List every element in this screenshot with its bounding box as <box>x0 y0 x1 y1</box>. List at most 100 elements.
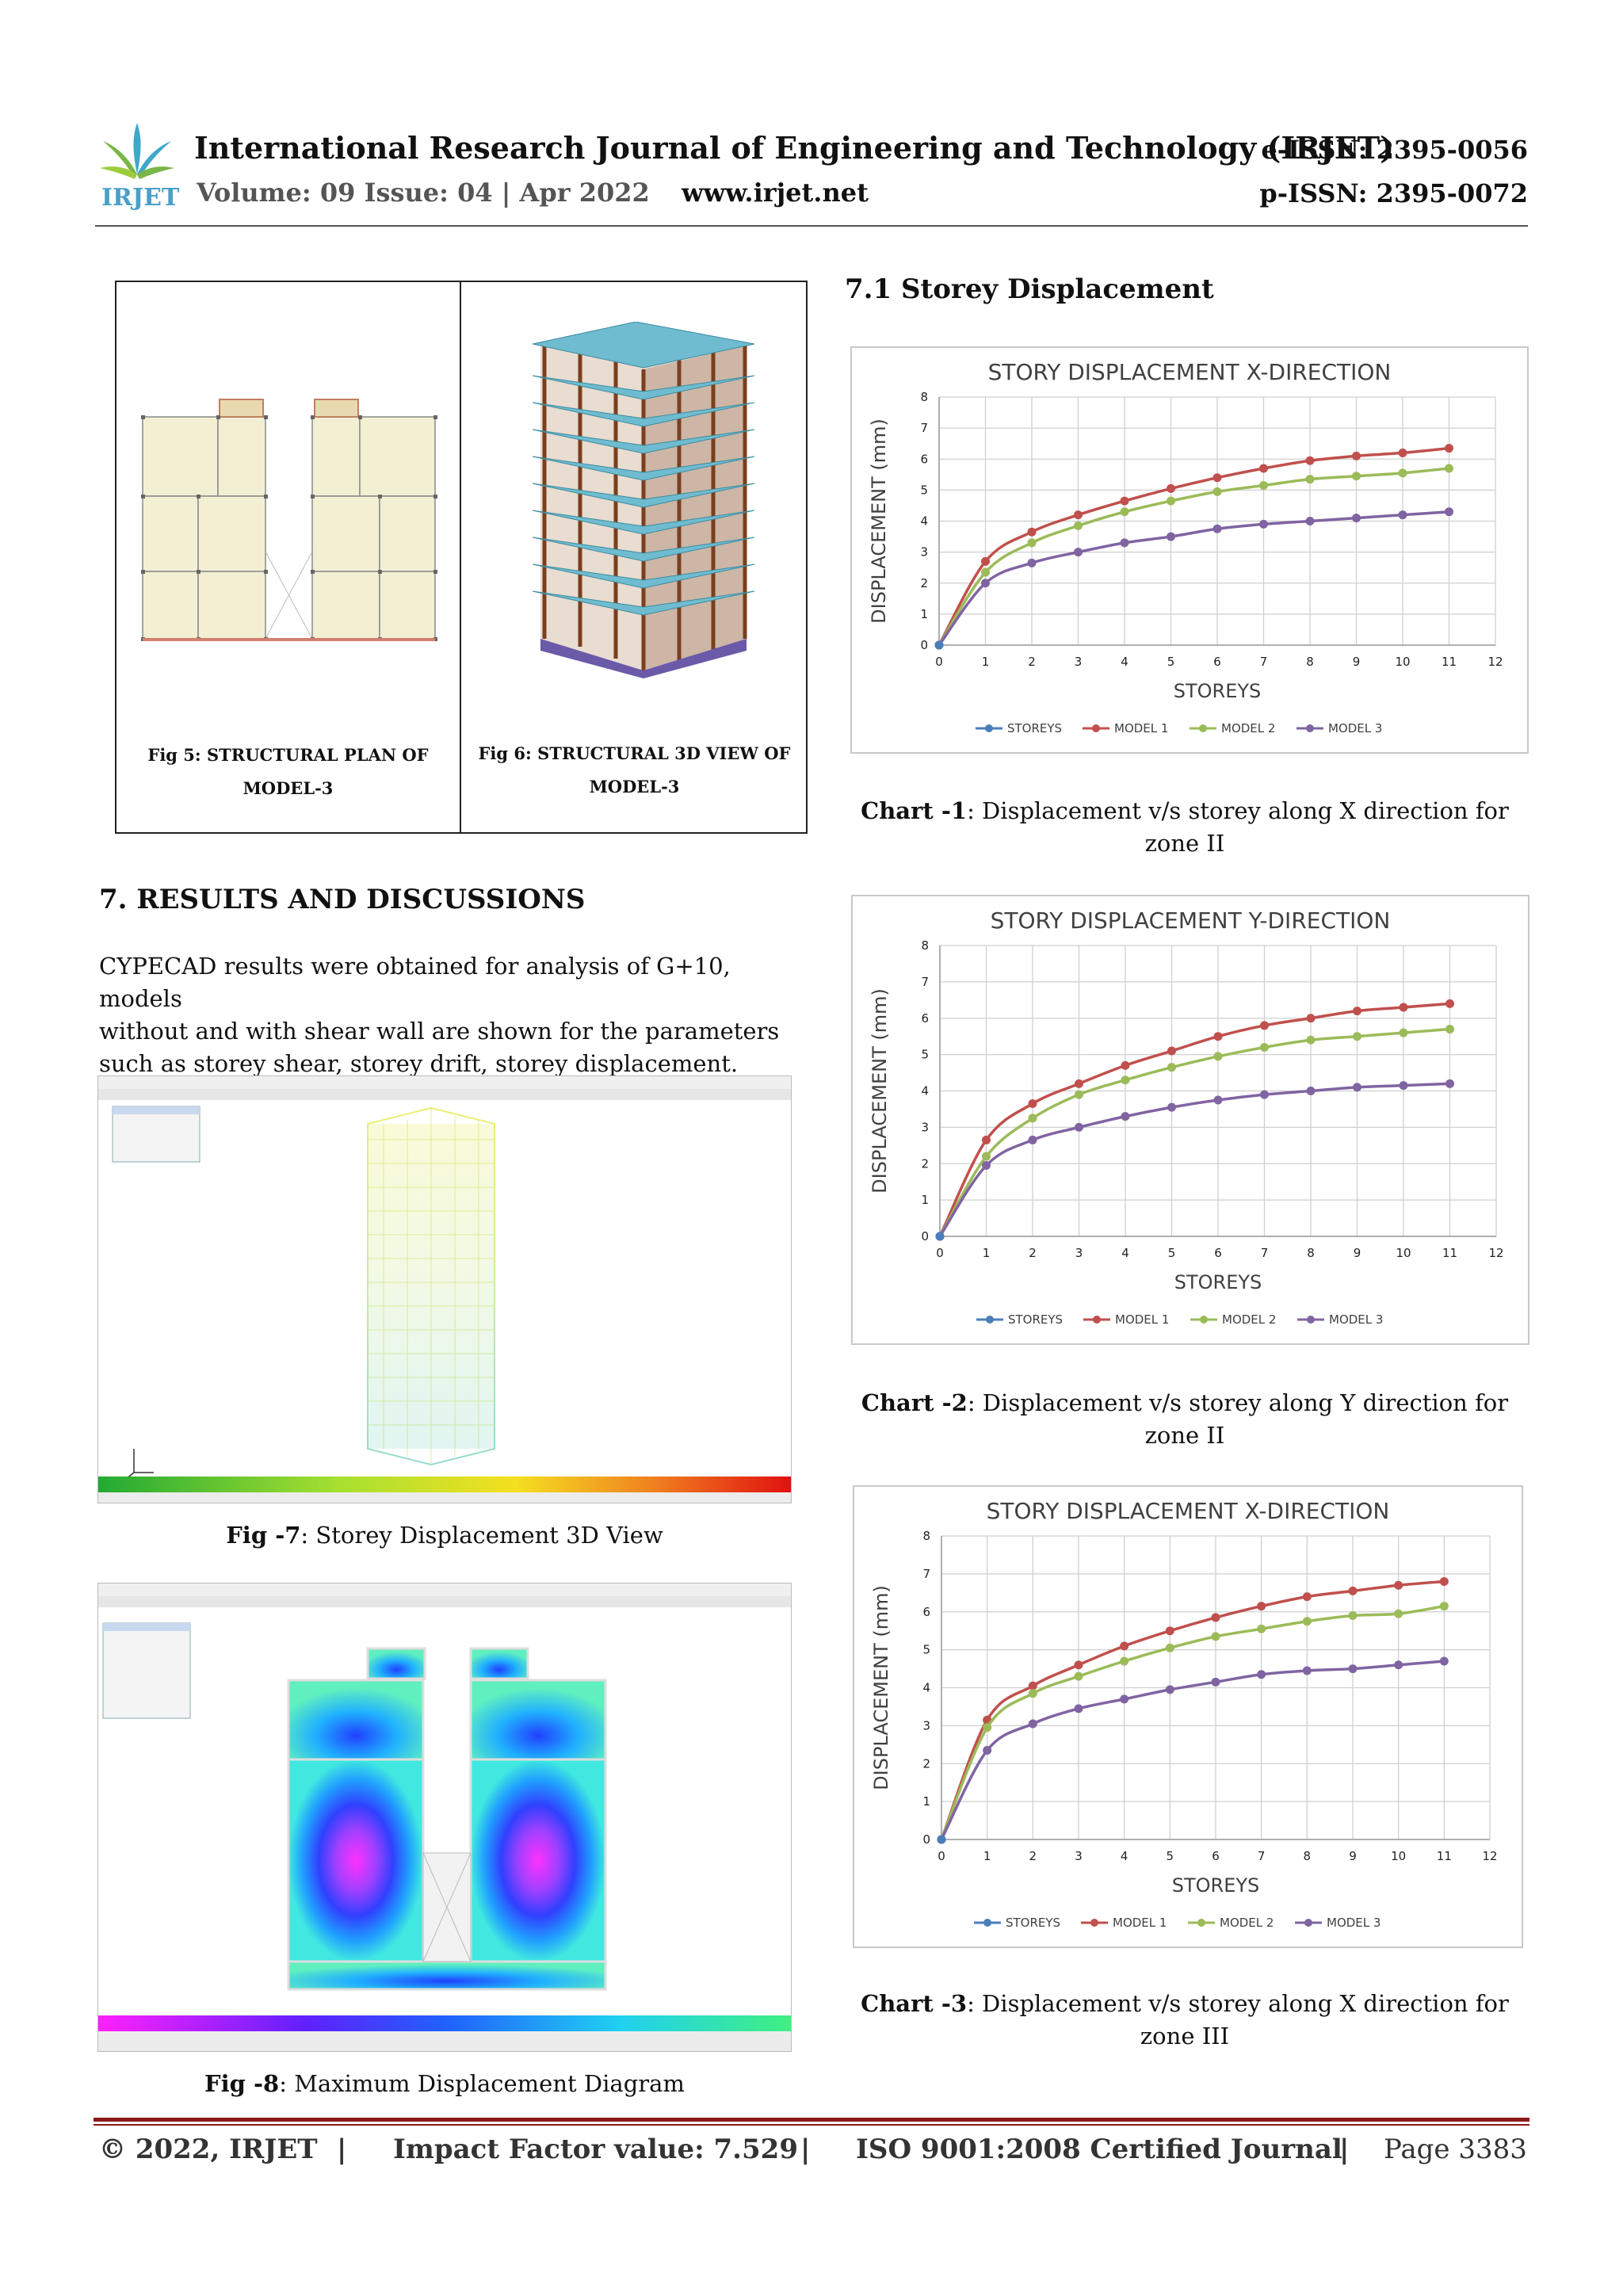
chart-1: STORY DISPLACEMENT X-DIRECTION 0 1 2 3 4 5 6 7 8 0… <box>850 346 1529 754</box>
data-point-model-1 <box>1439 1576 1449 1586</box>
series-line-model-3 <box>938 510 1449 647</box>
data-point-model-2 <box>1257 1624 1266 1633</box>
data-point-model-1 <box>1348 1586 1358 1595</box>
chart-title: STORY DISPLACEMENT Y-DIRECTION <box>991 907 1391 934</box>
chart-3: STORY DISPLACEMENT X-DIRECTION 0 1 2 3 4 5 6 7 8 0… <box>853 1485 1523 1948</box>
fig7-text: : Storey Displacement 3D View <box>300 1522 663 1549</box>
data-point-model-1 <box>982 1135 991 1144</box>
data-point-model-1 <box>1165 1626 1174 1636</box>
x-tick-label: 12 <box>1488 1246 1503 1260</box>
data-point-model-3 <box>1121 1112 1130 1121</box>
x-tick-label: 3 <box>1075 1246 1083 1260</box>
data-point-model-1 <box>1075 1079 1083 1088</box>
data-point-model-3 <box>1028 1719 1037 1729</box>
chart-2-caption-line1: : Displacement v/s storey along Y direct… <box>967 1389 1509 1416</box>
data-point-model-3 <box>1167 1102 1176 1112</box>
figure-table: Fig 5: STRUCTURAL PLAN OF MODEL-3 <box>115 281 808 834</box>
data-point-model-3 <box>983 1745 992 1755</box>
data-point-model-2 <box>981 567 990 577</box>
data-point-model-2 <box>1212 487 1222 496</box>
legend-label: MODEL 3 <box>1327 1916 1381 1930</box>
data-point-model-3 <box>1074 548 1083 557</box>
data-point-model-1 <box>1305 456 1315 465</box>
data-point-model-3 <box>1399 1081 1408 1091</box>
y-tick-label: 1 <box>920 607 928 621</box>
chart-2: STORY DISPLACEMENT Y-DIRECTION 0 1 2 3 4 5 6 7 8 0… <box>851 895 1529 1345</box>
legend-marker <box>1306 724 1314 732</box>
y-tick-label: 7 <box>920 421 928 435</box>
data-point-model-2 <box>1439 1602 1449 1611</box>
volume-issue: Volume: 09 Issue: 04 | Apr 2022 <box>197 178 650 208</box>
x-tick-label: 6 <box>1213 655 1221 669</box>
logo-graphic <box>100 123 174 179</box>
y-tick-label: 4 <box>920 514 928 529</box>
data-point-model-2 <box>1165 1643 1174 1652</box>
data-point-model-2 <box>982 1152 991 1161</box>
data-point-model-2 <box>1352 472 1361 481</box>
legend-marker <box>1304 1919 1312 1927</box>
legend-label: MODEL 3 <box>1329 1312 1383 1327</box>
legend-marker <box>1199 724 1207 732</box>
data-point-model-3 <box>1302 1666 1312 1675</box>
legend-marker <box>983 1919 991 1927</box>
x-tick-label: 12 <box>1482 1849 1497 1863</box>
fig6-caption-line1: Fig 6: STRUCTURAL 3D VIEW OF <box>478 743 791 763</box>
data-point-model-2 <box>1394 1609 1403 1618</box>
legend-label: STOREYS <box>1007 721 1062 735</box>
chart-1-caption-line2: zone II <box>1144 830 1225 857</box>
data-point-model-2 <box>1074 521 1083 530</box>
data-point-model-3 <box>1257 1670 1266 1679</box>
y-tick-label: 8 <box>922 1529 930 1543</box>
data-point-storeys <box>937 1835 946 1844</box>
x-tick-label: 11 <box>1437 1849 1452 1863</box>
x-tick-label: 1 <box>983 1246 991 1260</box>
x-axis-label: STOREYS <box>1174 1271 1262 1293</box>
website-link[interactable]: www.irjet.net <box>682 178 869 208</box>
data-point-model-3 <box>1028 1135 1037 1144</box>
y-tick-label: 2 <box>920 576 928 590</box>
data-point-model-2 <box>1213 1052 1223 1061</box>
data-point-model-1 <box>1394 1580 1403 1590</box>
y-tick-label: 6 <box>920 452 928 466</box>
legend-label: MODEL 1 <box>1113 1916 1167 1930</box>
footer-page-number: Page 3383 <box>1384 2134 1527 2165</box>
legend-label: STOREYS <box>1006 1916 1060 1930</box>
data-point-model-1 <box>1074 510 1083 520</box>
legend-marker <box>986 1316 994 1324</box>
y-tick-label: 7 <box>922 1567 930 1581</box>
data-point-model-1 <box>1211 1613 1220 1622</box>
y-tick-label: 1 <box>921 1193 929 1207</box>
data-point-model-1 <box>1167 1046 1176 1056</box>
data-point-model-1 <box>1213 1032 1223 1041</box>
series-line-model-2 <box>938 467 1449 646</box>
footer-separator-2: | <box>800 2134 811 2165</box>
data-point-model-1 <box>1074 1660 1083 1670</box>
data-point-model-2 <box>1302 1617 1312 1626</box>
data-point-model-3 <box>1027 558 1037 567</box>
x-tick-label: 0 <box>935 655 943 669</box>
paragraph-line-3: such as storey shear, storey drift, stor… <box>99 1050 739 1077</box>
y-tick-label: 3 <box>920 545 928 560</box>
series-line-model-3 <box>938 1082 1450 1237</box>
x-tick-label: 0 <box>936 1246 944 1260</box>
data-point-model-3 <box>1165 1685 1174 1694</box>
x-tick-label: 12 <box>1487 655 1503 669</box>
x-tick-label: 1 <box>983 1849 991 1863</box>
legend-marker <box>1093 1316 1101 1324</box>
data-point-model-1 <box>1352 451 1361 460</box>
data-point-model-2 <box>1211 1632 1220 1641</box>
x-tick-label: 11 <box>1442 1246 1457 1260</box>
data-point-model-2 <box>1445 1025 1454 1034</box>
data-point-model-3 <box>1167 532 1175 541</box>
data-point-model-3 <box>1306 1087 1316 1095</box>
x-axis-label: STOREYS <box>1172 1874 1260 1897</box>
legend-label: MODEL 3 <box>1328 721 1382 735</box>
x-tick-label: 5 <box>1167 655 1175 669</box>
y-axis-label: DISPLACEMENT (mm) <box>870 1585 892 1790</box>
data-point-model-2 <box>1167 496 1175 506</box>
x-tick-label: 8 <box>1307 1246 1315 1260</box>
chart-1-caption-line1: : Displacement v/s storey along X direct… <box>967 797 1509 824</box>
data-point-model-2 <box>1348 1611 1358 1621</box>
series-line-model-1 <box>938 1002 1450 1237</box>
footer-copyright: © 2022, IRJET <box>99 2134 318 2165</box>
